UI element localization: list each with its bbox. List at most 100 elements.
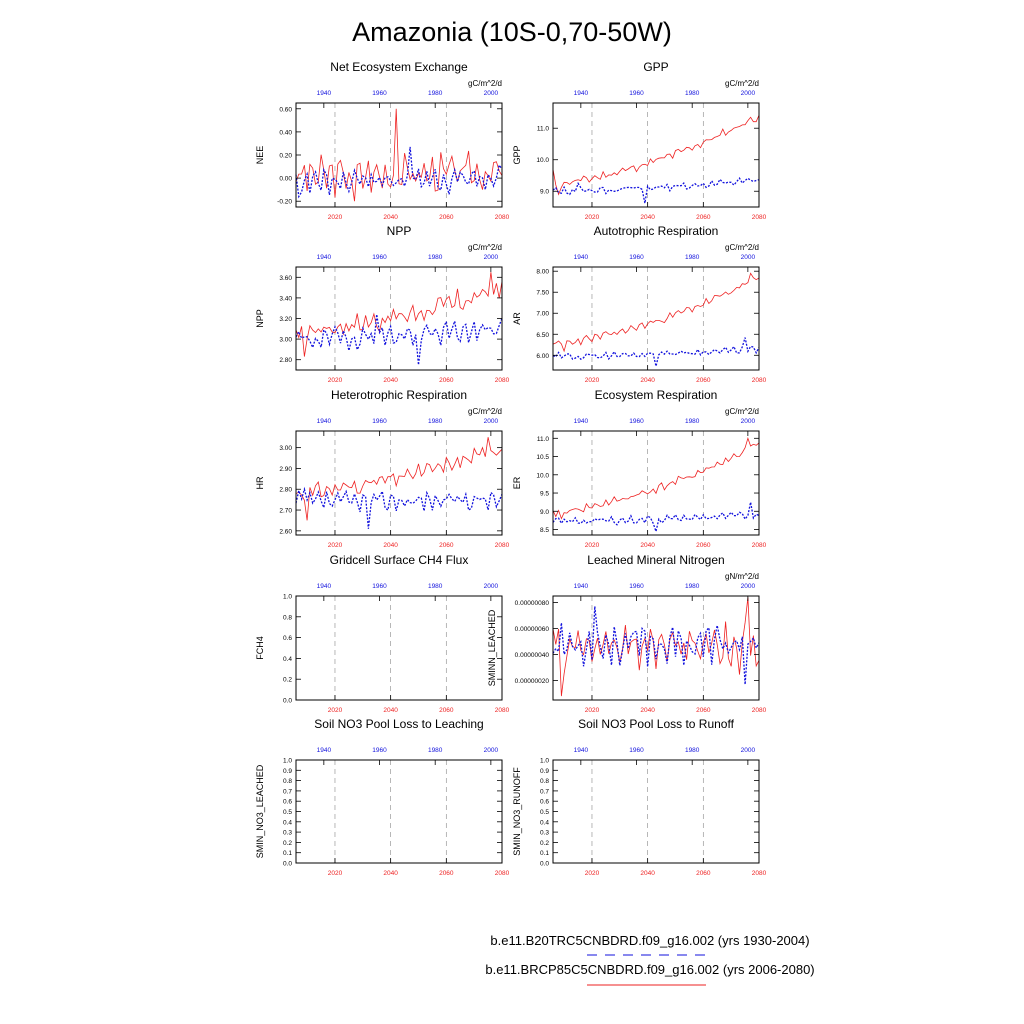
panel-units: gC/m^2/d (725, 79, 759, 88)
y-tick-label: 0.8 (283, 614, 292, 621)
y-tick-label: 0.5 (283, 809, 292, 816)
y-axis-label: NEE (255, 146, 265, 165)
x-tick-label-future: 2020 (585, 707, 600, 714)
y-tick-label: 0.1 (540, 850, 549, 857)
y-tick-label: 0.2 (283, 677, 292, 684)
y-tick-label: 10.5 (536, 454, 549, 461)
x-tick-label-future: 2020 (328, 870, 343, 877)
x-tick-label-historical: 1980 (685, 254, 700, 261)
x-tick-label-historical: 2000 (484, 90, 499, 97)
series-future (552, 114, 760, 196)
x-tick-label-future: 2020 (585, 542, 600, 549)
x-tick-label-historical: 1940 (574, 583, 589, 590)
x-tick-label-future: 2020 (328, 707, 343, 714)
panel-npp: NPP gC/m^2/d NPP 2.80 3.00 3.20 3.40 3.60 2020 20… (255, 224, 510, 384)
x-tick-label-future: 2020 (328, 214, 343, 221)
y-tick-label: 2.80 (279, 357, 292, 364)
y-tick-label: 9.0 (540, 189, 549, 196)
series-historical (295, 314, 503, 365)
x-tick-label-future: 2080 (752, 707, 767, 714)
x-tick-label-future: 2080 (495, 214, 510, 221)
x-tick-label-historical: 2000 (741, 583, 756, 590)
y-tick-label: 6.00 (536, 353, 549, 360)
y-tick-label: 8.5 (540, 527, 549, 534)
panel-gpp: GPP gC/m^2/d GPP 9.0 10.0 11.0 2020 2040 2060 208… (512, 60, 767, 221)
x-tick-label-historical: 1940 (574, 90, 589, 97)
x-tick-label-historical: 1960 (372, 254, 387, 261)
y-tick-label: 1.0 (283, 594, 292, 601)
panel-title: GPP (643, 60, 668, 74)
figure-title: Amazonia (10S-0,70-50W) (352, 17, 672, 47)
y-tick-label: 7.00 (536, 311, 549, 318)
x-tick-label-historical: 1960 (629, 90, 644, 97)
x-tick-label-future: 2040 (640, 870, 655, 877)
plot-frame (552, 759, 760, 864)
x-tick-label-historical: 2000 (741, 747, 756, 754)
y-axis-label: FCH4 (255, 636, 265, 660)
y-axis-label: GPP (512, 145, 522, 164)
x-tick-label-historical: 2000 (484, 254, 499, 261)
x-tick-label-future: 2080 (495, 870, 510, 877)
x-tick-label-future: 2060 (696, 707, 711, 714)
y-axis-label: SMINN_LEACHED (487, 609, 497, 686)
y-tick-label: 0.6 (283, 635, 292, 642)
y-tick-label: 3.20 (279, 316, 292, 323)
panel-er: Ecosystem Respiration gC/m^2/d ER 8.5 9.0 9.5… (512, 388, 767, 549)
y-tick-label: 0.0 (540, 861, 549, 868)
x-tick-label-historical: 1960 (372, 418, 387, 425)
panel-units: gC/m^2/d (468, 407, 502, 416)
x-tick-label-future: 2080 (752, 870, 767, 877)
y-tick-label: 3.00 (279, 337, 292, 344)
y-tick-label: 0.2 (283, 840, 292, 847)
y-tick-label: 0.2 (540, 840, 549, 847)
panel-units: gC/m^2/d (725, 407, 759, 416)
plot-frame (295, 102, 503, 208)
x-tick-label-future: 2060 (439, 377, 454, 384)
x-tick-label-future: 2020 (328, 542, 343, 549)
panel-smin_no3_runoff: Soil NO3 Pool Loss to Runoff SMIN_NO3_RUN… (512, 717, 767, 877)
x-tick-label-historical: 2000 (484, 747, 499, 754)
x-tick-label-future: 2080 (752, 542, 767, 549)
y-tick-label: 0.20 (279, 153, 292, 160)
y-tick-label: 0.4 (283, 656, 292, 663)
x-tick-label-future: 2040 (383, 542, 398, 549)
x-tick-label-historical: 1960 (629, 418, 644, 425)
plot-frame (295, 266, 503, 371)
x-tick-label-historical: 1940 (317, 90, 332, 97)
x-tick-label-historical: 1940 (317, 747, 332, 754)
y-tick-label: 0.7 (540, 788, 549, 795)
panel-fch4: Gridcell Surface CH4 Flux FCH4 0.0 0.2 0.4 0.… (255, 553, 510, 714)
y-tick-label: 11.0 (537, 436, 550, 443)
y-axis-label: AR (512, 312, 522, 325)
y-tick-label: 0.1 (283, 850, 292, 857)
panel-title: Autotrophic Respiration (594, 224, 719, 238)
panel-title: Heterotrophic Respiration (331, 388, 467, 402)
x-tick-label-future: 2060 (439, 707, 454, 714)
x-tick-label-future: 2080 (495, 707, 510, 714)
x-tick-label-historical: 1960 (372, 747, 387, 754)
x-tick-label-future: 2020 (585, 214, 600, 221)
y-tick-label: 1.0 (540, 758, 549, 765)
panel-smin_no3_leached: Soil NO3 Pool Loss to Leaching SMIN_NO3_L… (255, 717, 510, 877)
x-tick-label-future: 2060 (696, 377, 711, 384)
plot-frame (295, 759, 503, 864)
y-tick-label: -0.20 (277, 199, 292, 206)
x-tick-label-future: 2060 (696, 214, 711, 221)
y-tick-label: 1.0 (283, 758, 292, 765)
y-tick-label: 0.60 (279, 106, 292, 113)
series-future (552, 437, 760, 520)
x-tick-label-future: 2020 (585, 377, 600, 384)
series-historical (552, 177, 760, 204)
y-tick-label: 0.0 (283, 698, 292, 705)
panel-units: gN/m^2/d (725, 572, 759, 581)
y-tick-label: 0.9 (283, 768, 292, 775)
x-tick-label-historical: 1980 (428, 418, 443, 425)
x-tick-label-future: 2040 (640, 377, 655, 384)
panel-title: Soil NO3 Pool Loss to Leaching (314, 717, 483, 731)
x-tick-label-historical: 2000 (741, 418, 756, 425)
y-tick-label: 0.9 (540, 768, 549, 775)
y-tick-label: 0.3 (283, 830, 292, 837)
legend: b.e11.B20TRC5CNBDRD.f09_g16.002 (yrs 193… (485, 933, 815, 986)
y-tick-label: 2.70 (279, 508, 292, 515)
